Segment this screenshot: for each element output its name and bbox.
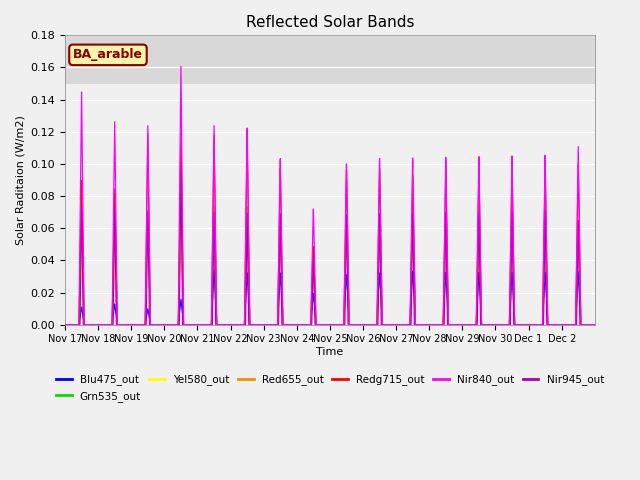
Y-axis label: Solar Raditaion (W/m2): Solar Raditaion (W/m2) [15,115,25,245]
Bar [65,36,595,84]
Nir945_out [478,322,486,327]
Yel580_out [478,322,486,327]
Blu475_out [510,308,518,314]
Grn535_out [170,322,177,327]
Nir840_out [445,319,452,324]
Grn535_out [398,322,406,327]
Nir840_out [591,322,598,327]
Redg715_out [170,322,177,327]
Red655_out [591,322,598,327]
Red655_out [445,320,452,326]
Redg715_out [445,319,452,325]
Blu475_out [591,322,598,327]
Nir840_out [61,322,69,327]
Yel580_out [591,322,598,327]
Blu475_out [170,322,177,327]
Text: BA_arable: BA_arable [73,48,143,61]
Redg715_out [398,322,406,327]
Redg715_out [591,322,598,327]
Nir945_out [591,322,598,327]
Redg715_out [478,322,486,327]
Nir840_out [177,63,185,69]
Grn535_out [177,214,185,220]
Yel580_out [510,295,518,300]
Nir840_out [170,322,177,327]
Yel580_out [177,203,185,209]
Grn535_out [61,322,69,327]
Nir945_out [585,322,593,327]
Yel580_out [585,322,593,327]
Yel580_out [61,322,69,327]
Line: Grn535_out: Grn535_out [65,217,595,324]
Nir840_out [478,322,486,327]
Grn535_out [445,320,452,326]
Grn535_out [478,322,486,327]
Nir945_out [445,322,452,327]
Grn535_out [591,322,598,327]
Line: Red655_out: Red655_out [65,200,595,324]
Blu475_out [445,321,452,327]
Red655_out [77,197,85,203]
Line: Nir840_out: Nir840_out [65,66,595,324]
Yel580_out [445,320,452,326]
Redg715_out [61,322,69,327]
X-axis label: Time: Time [316,347,344,357]
Nir945_out [61,322,69,327]
Nir945_out [510,322,518,327]
Blu475_out [478,322,486,327]
Nir945_out [398,322,406,327]
Blu475_out [585,322,593,327]
Red655_out [398,322,406,327]
Line: Blu475_out: Blu475_out [65,269,595,324]
Redg715_out [177,130,185,136]
Blu475_out [61,322,69,327]
Nir945_out [170,322,177,327]
Line: Yel580_out: Yel580_out [65,206,595,324]
Nir840_out [398,322,406,327]
Redg715_out [510,280,518,286]
Red655_out [585,322,593,327]
Blu475_out [210,266,218,272]
Grn535_out [510,296,518,301]
Legend: Blu475_out, Grn535_out, Yel580_out, Red655_out, Redg715_out, Nir840_out, Nir945_: Blu475_out, Grn535_out, Yel580_out, Red6… [52,371,608,406]
Red655_out [510,295,518,300]
Yel580_out [170,322,177,327]
Red655_out [61,322,69,327]
Nir840_out [585,322,593,327]
Title: Reflected Solar Bands: Reflected Solar Bands [246,15,414,30]
Redg715_out [585,322,593,327]
Yel580_out [398,322,406,327]
Nir945_out [177,165,185,170]
Grn535_out [585,322,593,327]
Line: Nir945_out: Nir945_out [65,168,595,324]
Red655_out [170,322,177,327]
Blu475_out [398,322,406,327]
Red655_out [478,322,486,327]
Nir840_out [510,277,518,283]
Line: Redg715_out: Redg715_out [65,133,595,324]
